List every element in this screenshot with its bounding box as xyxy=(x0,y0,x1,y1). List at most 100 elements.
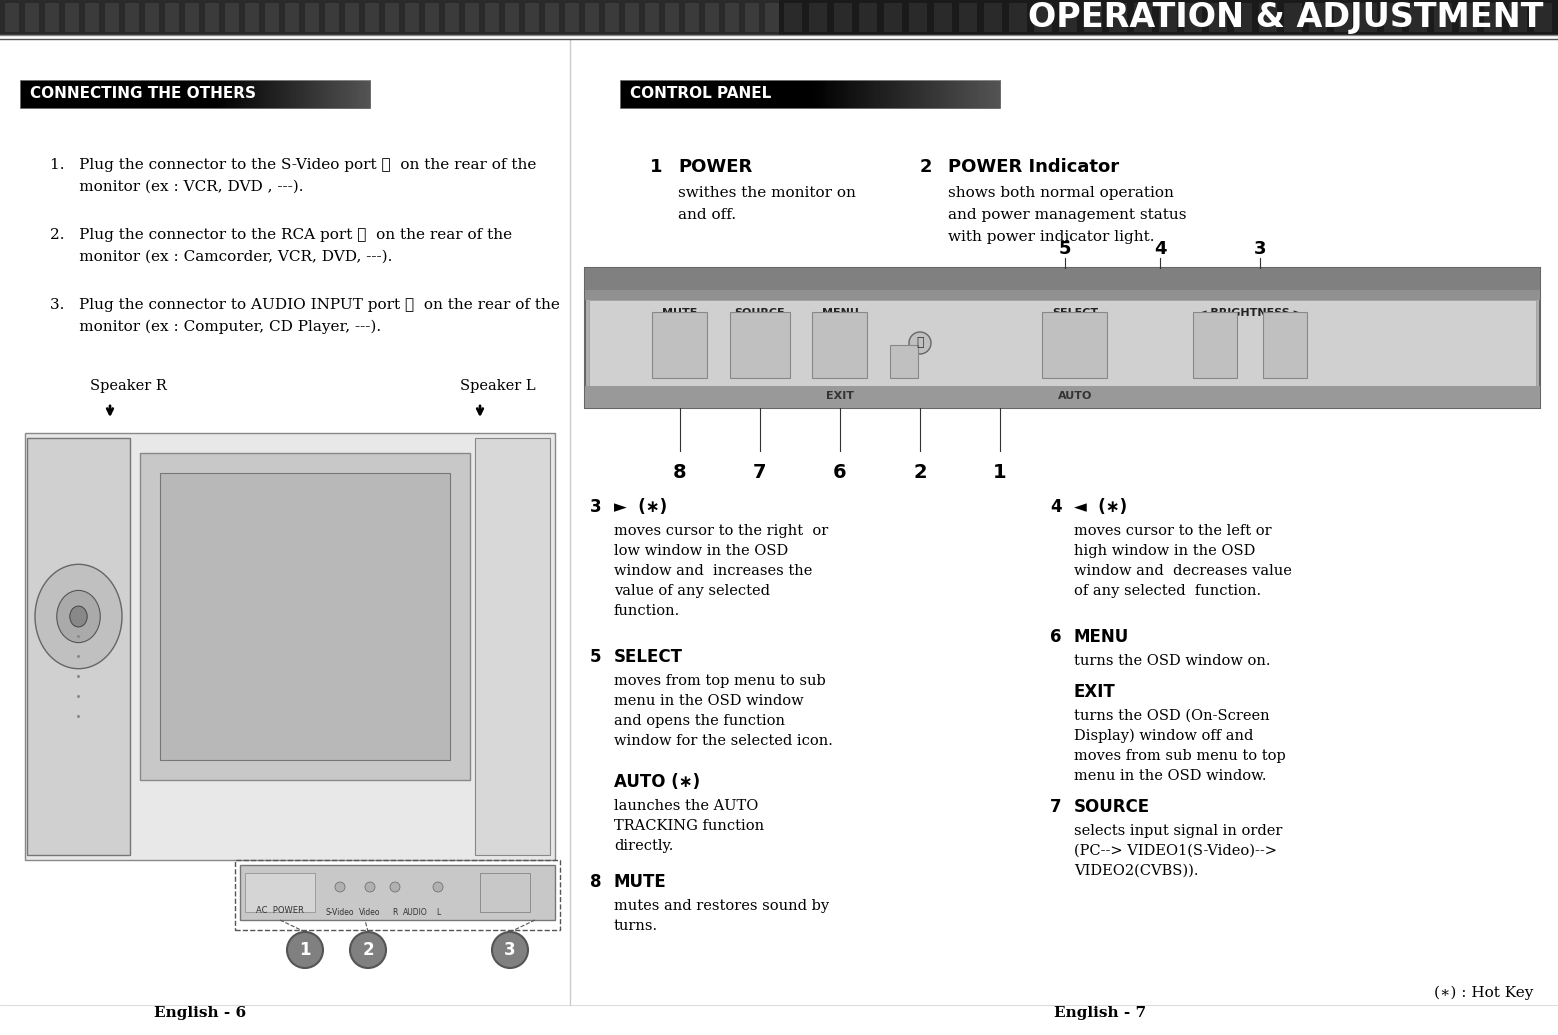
Ellipse shape xyxy=(56,590,100,643)
Bar xyxy=(584,386,1539,408)
Bar xyxy=(341,80,344,108)
Bar xyxy=(964,80,969,108)
Text: Speaker R: Speaker R xyxy=(90,379,167,393)
Bar xyxy=(1334,3,1352,32)
Bar xyxy=(365,80,368,108)
Bar xyxy=(326,80,329,108)
Bar xyxy=(125,3,139,32)
Bar xyxy=(890,80,893,108)
Bar xyxy=(312,80,315,108)
Text: 2: 2 xyxy=(361,941,374,959)
Bar xyxy=(245,873,315,912)
Bar xyxy=(584,268,1539,408)
Text: OPERATION & ADJUSTMENT: OPERATION & ADJUSTMENT xyxy=(1028,1,1542,34)
Bar xyxy=(276,80,279,108)
Bar xyxy=(809,3,827,32)
Bar xyxy=(991,80,994,108)
Bar xyxy=(834,3,852,32)
Bar xyxy=(911,80,915,108)
Bar xyxy=(65,3,79,32)
Bar xyxy=(939,80,943,108)
Text: ◄  (∗): ◄ (∗) xyxy=(1073,498,1126,516)
Bar xyxy=(249,80,252,108)
Text: and off.: and off. xyxy=(678,208,735,221)
Bar xyxy=(857,80,860,108)
Text: 3: 3 xyxy=(1254,240,1267,258)
Text: AUDIO: AUDIO xyxy=(402,908,427,917)
Bar xyxy=(605,3,619,32)
Bar xyxy=(972,80,975,108)
Text: 3: 3 xyxy=(590,498,601,516)
Bar xyxy=(584,268,1539,290)
Text: S-Video: S-Video xyxy=(326,908,354,917)
Bar xyxy=(223,80,226,108)
Ellipse shape xyxy=(390,882,400,892)
Text: menu in the OSD window.: menu in the OSD window. xyxy=(1073,769,1267,783)
Text: monitor (ex : VCR, DVD , ---).: monitor (ex : VCR, DVD , ---). xyxy=(50,180,304,194)
Bar xyxy=(1510,3,1527,32)
Bar xyxy=(220,80,223,108)
Text: MUTE: MUTE xyxy=(662,308,698,318)
Bar xyxy=(206,3,220,32)
Text: high window in the OSD: high window in the OSD xyxy=(1073,544,1256,558)
Bar xyxy=(952,80,955,108)
Text: 7: 7 xyxy=(753,463,767,482)
Bar xyxy=(212,80,215,108)
Bar xyxy=(958,80,961,108)
Bar xyxy=(330,80,333,108)
Text: 3.   Plug the connector to AUDIO INPUT port ③  on the rear of the: 3. Plug the connector to AUDIO INPUT por… xyxy=(50,298,559,312)
Bar xyxy=(899,80,902,108)
Text: 3: 3 xyxy=(505,941,516,959)
Bar xyxy=(279,80,280,108)
Bar xyxy=(851,80,854,108)
Text: VIDEO2(CVBS)).: VIDEO2(CVBS)). xyxy=(1073,864,1198,878)
Bar xyxy=(245,3,259,32)
Bar xyxy=(896,80,899,108)
Bar xyxy=(346,80,349,108)
Text: value of any selected: value of any selected xyxy=(614,584,770,598)
Bar xyxy=(978,80,982,108)
Bar xyxy=(545,3,559,32)
Bar xyxy=(584,290,1539,300)
Bar xyxy=(405,3,419,32)
Text: English - 6: English - 6 xyxy=(154,1006,246,1021)
Ellipse shape xyxy=(76,694,79,698)
Bar xyxy=(446,3,460,32)
Text: directly.: directly. xyxy=(614,839,673,853)
Text: 8: 8 xyxy=(590,873,601,891)
Bar xyxy=(784,3,802,32)
Bar xyxy=(960,3,977,32)
Bar xyxy=(1184,3,1203,32)
Bar xyxy=(226,80,229,108)
Text: SOURCE: SOURCE xyxy=(1073,798,1150,816)
Bar xyxy=(505,3,519,32)
Bar xyxy=(333,80,337,108)
Bar xyxy=(1384,3,1402,32)
Ellipse shape xyxy=(34,564,122,669)
Ellipse shape xyxy=(908,332,932,354)
Bar xyxy=(566,3,580,32)
Bar xyxy=(969,80,972,108)
Bar xyxy=(354,80,357,108)
Bar xyxy=(943,80,946,108)
Bar xyxy=(262,80,265,108)
Bar xyxy=(231,80,234,108)
Text: ►  (∗): ► (∗) xyxy=(614,498,667,516)
Bar xyxy=(584,3,598,32)
Bar xyxy=(360,80,361,108)
Text: turns the OSD window on.: turns the OSD window on. xyxy=(1073,654,1270,668)
Bar xyxy=(946,80,949,108)
Bar xyxy=(1084,3,1102,32)
Bar xyxy=(1234,3,1253,32)
Bar xyxy=(908,3,927,32)
Ellipse shape xyxy=(76,635,79,638)
Bar xyxy=(745,3,759,32)
Bar xyxy=(1042,312,1108,378)
Text: SELECT: SELECT xyxy=(614,648,682,666)
Bar xyxy=(352,80,354,108)
Bar xyxy=(893,80,896,108)
Text: SELECT: SELECT xyxy=(1052,308,1098,318)
Text: (PC--> VIDEO1(S-Video)-->: (PC--> VIDEO1(S-Video)--> xyxy=(1073,844,1278,858)
Text: monitor (ex : Camcorder, VCR, DVD, ---).: monitor (ex : Camcorder, VCR, DVD, ---). xyxy=(50,250,393,264)
Bar xyxy=(302,80,304,108)
